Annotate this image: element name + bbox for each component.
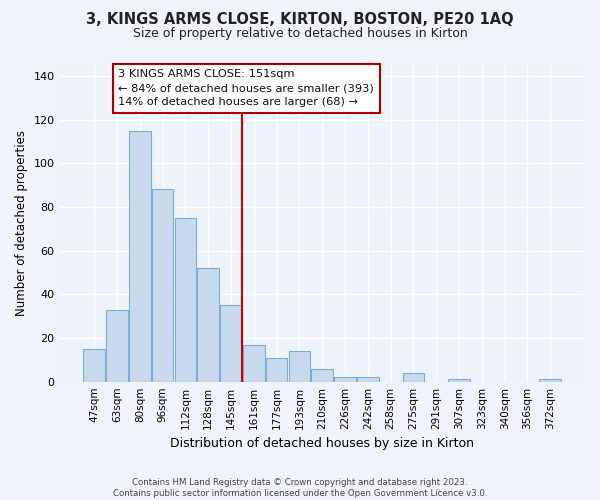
Bar	[266, 358, 287, 382]
Bar	[220, 305, 242, 382]
Bar	[448, 380, 470, 382]
Bar	[289, 351, 310, 382]
Bar	[106, 310, 128, 382]
Bar	[197, 268, 219, 382]
Y-axis label: Number of detached properties: Number of detached properties	[15, 130, 28, 316]
Bar	[83, 349, 105, 382]
Text: 3 KINGS ARMS CLOSE: 151sqm
← 84% of detached houses are smaller (393)
14% of det: 3 KINGS ARMS CLOSE: 151sqm ← 84% of deta…	[118, 70, 374, 108]
Text: Contains HM Land Registry data © Crown copyright and database right 2023.
Contai: Contains HM Land Registry data © Crown c…	[113, 478, 487, 498]
Bar	[539, 380, 561, 382]
Bar	[311, 368, 333, 382]
Bar	[129, 130, 151, 382]
Text: 3, KINGS ARMS CLOSE, KIRTON, BOSTON, PE20 1AQ: 3, KINGS ARMS CLOSE, KIRTON, BOSTON, PE2…	[86, 12, 514, 28]
Bar	[243, 344, 265, 382]
Bar	[357, 378, 379, 382]
Bar	[152, 190, 173, 382]
Bar	[403, 373, 424, 382]
Text: Size of property relative to detached houses in Kirton: Size of property relative to detached ho…	[133, 28, 467, 40]
Bar	[334, 378, 356, 382]
X-axis label: Distribution of detached houses by size in Kirton: Distribution of detached houses by size …	[170, 437, 474, 450]
Bar	[175, 218, 196, 382]
